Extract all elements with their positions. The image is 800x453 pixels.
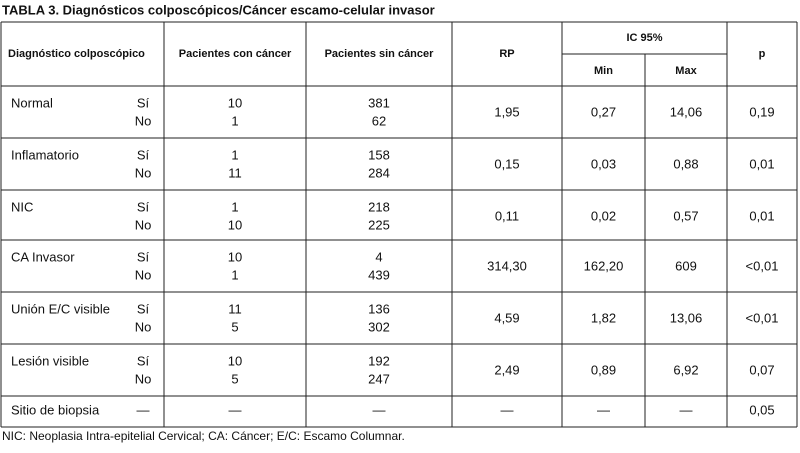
- row-flag: No: [135, 267, 152, 282]
- cell: 10: [228, 217, 242, 232]
- cell: 0,03: [591, 156, 616, 171]
- column-header: Pacientes con cáncer: [179, 48, 292, 60]
- cell: 10: [228, 95, 242, 110]
- cell: 218: [368, 199, 390, 214]
- cell: 10: [228, 249, 242, 264]
- cell: 5: [231, 319, 238, 334]
- cell: 62: [372, 113, 386, 128]
- title: TABLA 3. Diagnósticos colposcópicos/Cánc…: [2, 2, 435, 17]
- cell: 0,07: [749, 362, 774, 377]
- cell: 1: [231, 113, 238, 128]
- cell: —: [597, 402, 610, 417]
- cell: 247: [368, 371, 390, 386]
- row-label: NIC: [11, 199, 33, 214]
- cell: 10: [228, 353, 242, 368]
- cell: 1: [231, 267, 238, 282]
- cell: <0,01: [746, 258, 779, 273]
- row-label: Lesión visible: [11, 353, 89, 368]
- row-flag: Sí: [137, 95, 150, 110]
- column-header: RP: [499, 48, 514, 60]
- cell: 302: [368, 319, 390, 334]
- column-header: Min: [594, 65, 613, 77]
- cell: 609: [675, 258, 697, 273]
- cell: 314,30: [487, 258, 527, 273]
- cell: 14,06: [670, 104, 703, 119]
- cell: —: [229, 402, 242, 417]
- cell: 0,11: [495, 208, 519, 223]
- row-label: Inflamatorio: [11, 147, 79, 162]
- column-header: p: [759, 48, 766, 60]
- row-flag: No: [135, 319, 152, 334]
- cell: <0,01: [746, 310, 779, 325]
- row-label: Unión E/C visible: [11, 301, 110, 316]
- cell: 1,82: [591, 310, 616, 325]
- column-header: Pacientes sin cáncer: [325, 48, 435, 60]
- cell: 0,27: [591, 104, 616, 119]
- row-label: CA Invasor: [11, 249, 75, 264]
- cell: —: [373, 402, 386, 417]
- cell: 11: [228, 301, 242, 316]
- cell: 0,01: [749, 156, 774, 171]
- cell: 1: [231, 199, 238, 214]
- row-flag: No: [135, 113, 152, 128]
- row-flag: Sí: [137, 249, 150, 264]
- row-flag: —: [137, 402, 150, 417]
- row-label: Sitio de biopsia: [11, 402, 100, 417]
- cell: 4: [375, 249, 382, 264]
- cell: 5: [231, 371, 238, 386]
- cell: 0,89: [591, 362, 616, 377]
- column-header: IC 95%: [626, 32, 662, 44]
- row-flag: Sí: [137, 199, 150, 214]
- cell: 1,95: [494, 104, 519, 119]
- footnote: NIC: Neoplasia Intra-epitelial Cervical;…: [2, 429, 405, 443]
- cell: 13,06: [670, 310, 703, 325]
- row-label: Normal: [11, 95, 53, 110]
- row-flag: Sí: [137, 301, 150, 316]
- cell: 0,05: [749, 402, 774, 417]
- cell: 162,20: [584, 258, 624, 273]
- cell: 225: [368, 217, 390, 232]
- cell: 0,01: [749, 208, 774, 223]
- column-header: Diagnóstico colposcópico: [8, 48, 145, 60]
- cell: 2,49: [494, 362, 519, 377]
- cell: —: [501, 402, 514, 417]
- row-flag: No: [135, 165, 152, 180]
- cell: 11: [228, 165, 242, 180]
- cell: 0,88: [673, 156, 698, 171]
- cell: 284: [368, 165, 390, 180]
- cell: 0,19: [749, 104, 774, 119]
- cell: 136: [368, 301, 390, 316]
- column-header: Max: [675, 65, 697, 77]
- cell: 0,02: [591, 208, 616, 223]
- cell: 192: [368, 353, 390, 368]
- cell: 158: [368, 147, 390, 162]
- row-flag: No: [135, 217, 152, 232]
- cell: 1: [231, 147, 238, 162]
- row-flag: Sí: [137, 147, 150, 162]
- row-flag: No: [135, 371, 152, 386]
- cell: 6,92: [673, 362, 698, 377]
- row-flag: Sí: [137, 353, 150, 368]
- cell: 381: [368, 95, 390, 110]
- cell: 0,57: [673, 208, 698, 223]
- cell: 439: [368, 267, 390, 282]
- cell: 0,15: [494, 156, 519, 171]
- cell: 4,59: [494, 310, 519, 325]
- cell: —: [680, 402, 693, 417]
